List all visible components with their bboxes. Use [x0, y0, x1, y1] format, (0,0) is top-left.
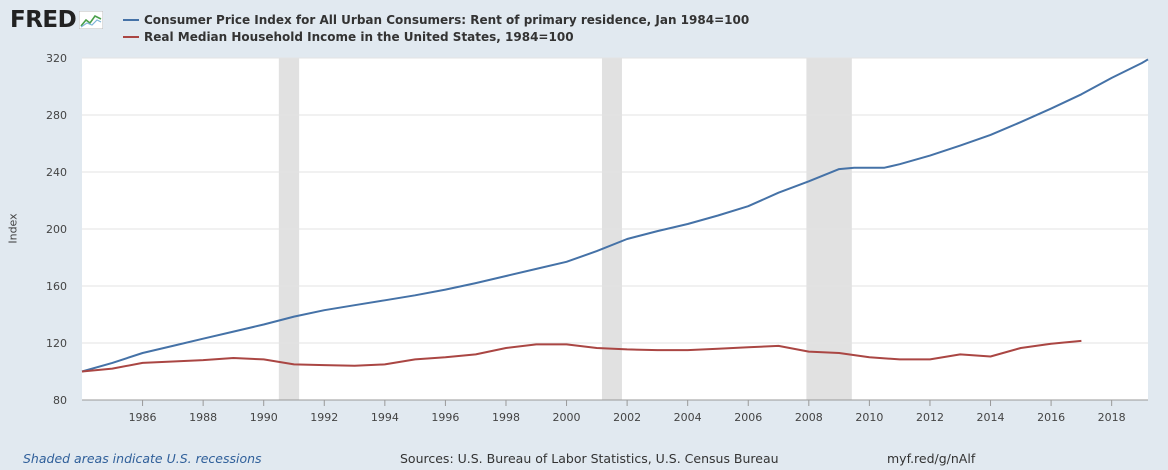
- series-line-0: [81, 58, 1149, 373]
- y-tick-label-160: 160: [46, 280, 67, 293]
- y-axis-label: Index: [6, 213, 20, 244]
- chart-logo-icon: [79, 11, 104, 29]
- y-tick-label-80: 80: [53, 394, 67, 407]
- y-tick-label-280: 280: [46, 109, 67, 122]
- y-tick-label-200: 200: [46, 223, 67, 236]
- x-tick-label-2006: 2006: [734, 411, 762, 424]
- x-tick-label-2014: 2014: [977, 411, 1005, 424]
- y-tick-label-320: 320: [46, 52, 67, 65]
- x-tick-label-1996: 1996: [431, 411, 459, 424]
- y-tick-label-120: 120: [46, 337, 67, 350]
- fred-logo[interactable]: FRED: [10, 6, 104, 34]
- x-tick-label-2016: 2016: [1037, 411, 1065, 424]
- short-link[interactable]: myf.red/g/nAlf: [887, 451, 976, 466]
- recession-note[interactable]: Shaded areas indicate U.S. recessions: [23, 451, 262, 466]
- x-tick-label-2004: 2004: [674, 411, 702, 424]
- x-tick-label-2000: 2000: [553, 411, 581, 424]
- x-tick-label-1994: 1994: [371, 411, 399, 424]
- x-tick-label-2012: 2012: [916, 411, 944, 424]
- legend-item-median-income[interactable]: Real Median Household Income in the Unit…: [123, 28, 749, 45]
- y-tick-label-240: 240: [46, 166, 67, 179]
- legend-label-cpi-rent: Consumer Price Index for All Urban Consu…: [144, 12, 750, 27]
- legend-swatch-median-income: [123, 35, 139, 38]
- legend-label-median-income: Real Median Household Income in the Unit…: [144, 29, 574, 44]
- series-line-1: [81, 339, 1082, 373]
- legend-item-cpi-rent[interactable]: Consumer Price Index for All Urban Consu…: [123, 11, 749, 28]
- x-tick-label-1990: 1990: [250, 411, 278, 424]
- chart-legend: Consumer Price Index for All Urban Consu…: [123, 11, 749, 45]
- sources-text: Sources: U.S. Bureau of Labor Statistics…: [400, 451, 779, 466]
- x-tick-label-1998: 1998: [492, 411, 520, 424]
- legend-swatch-cpi-rent: [123, 18, 139, 21]
- recession-band-1: [601, 58, 622, 400]
- x-tick-label-2018: 2018: [1098, 411, 1126, 424]
- x-tick-label-2008: 2008: [795, 411, 823, 424]
- recession-band-0: [278, 58, 300, 400]
- plot-area: [82, 58, 1148, 400]
- x-tick-label-1992: 1992: [310, 411, 338, 424]
- x-tick-label-1988: 1988: [189, 411, 217, 424]
- x-tick-label-1986: 1986: [129, 411, 157, 424]
- logo-text: FRED: [10, 7, 77, 33]
- x-tick-label-2002: 2002: [613, 411, 641, 424]
- x-tick-label-2010: 2010: [855, 411, 883, 424]
- recession-band-2: [806, 58, 852, 400]
